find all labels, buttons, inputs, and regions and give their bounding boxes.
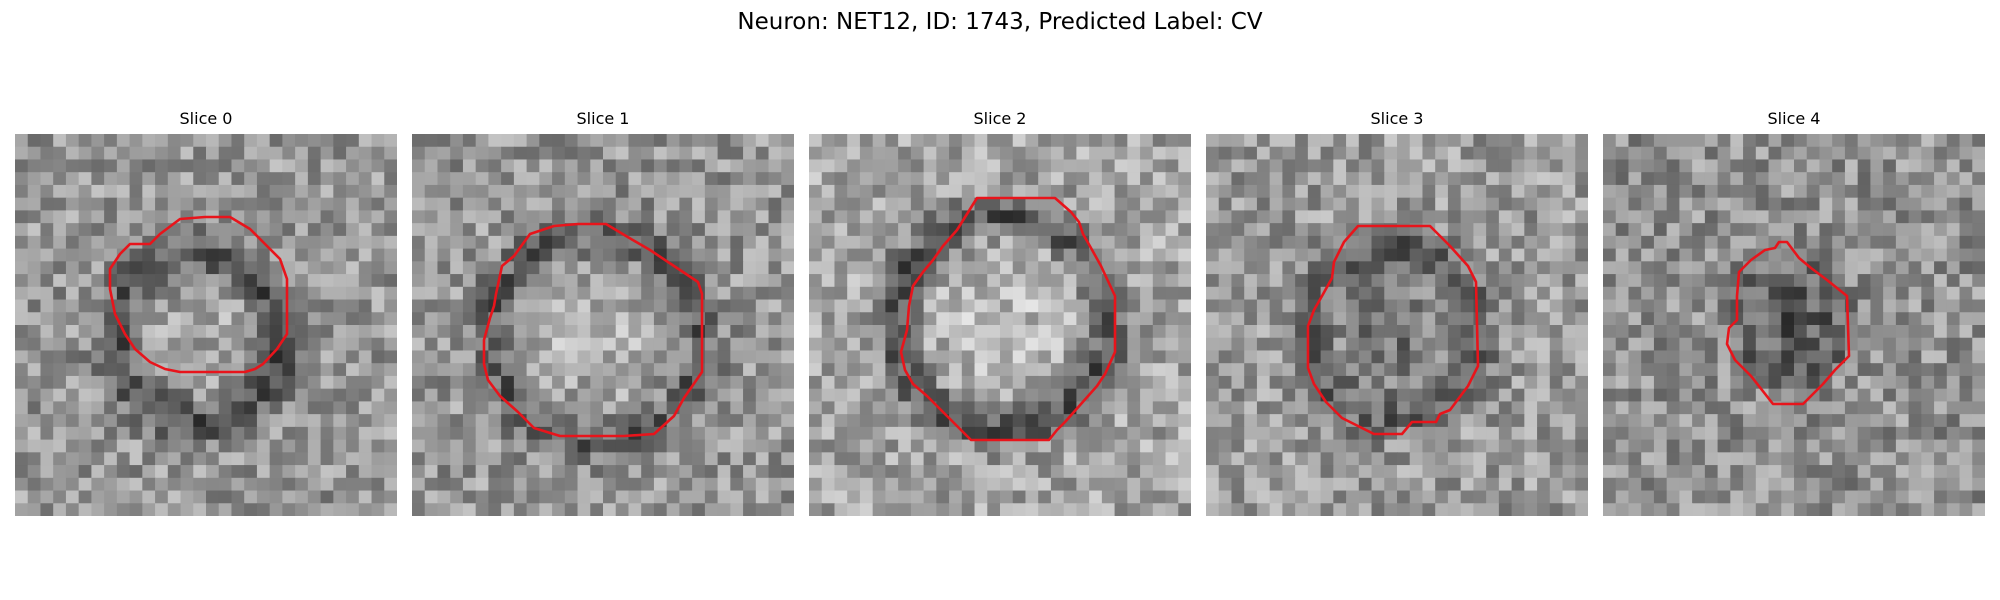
- slice-2-roi-contour: [899, 196, 1117, 442]
- slice-panel-3: Slice 3: [1206, 108, 1588, 516]
- slice-3-image: [1206, 134, 1588, 516]
- slice-3-title: Slice 3: [1370, 109, 1424, 128]
- slice-4-title: Slice 4: [1767, 109, 1821, 128]
- slice-panel-2: Slice 2: [809, 108, 1191, 516]
- figure-title: Neuron: NET12, ID: 1743, Predicted Label…: [737, 9, 1263, 35]
- slice-0-image: [15, 134, 397, 516]
- slice-0-roi-contour: [108, 215, 289, 374]
- slice-3-roi-contour: [1306, 224, 1480, 436]
- slice-0-title: Slice 0: [179, 109, 233, 128]
- slice-4-pixels: [1603, 134, 1985, 516]
- slice-4-image: [1603, 134, 1985, 516]
- slice-2-image: [809, 134, 1191, 516]
- slice-3-pixels: [1206, 134, 1588, 516]
- slice-1-pixels: [412, 134, 794, 516]
- slice-1-title: Slice 1: [576, 109, 630, 128]
- slice-1-roi-contour: [482, 222, 704, 438]
- slice-4-roi-contour: [1725, 240, 1851, 406]
- slice-1-image: [412, 134, 794, 516]
- slice-panel-1: Slice 1: [412, 108, 794, 516]
- slice-0-pixels: [15, 134, 397, 516]
- slice-2-pixels: [809, 134, 1191, 516]
- slice-panel-0: Slice 0: [15, 108, 397, 516]
- slice-2-title: Slice 2: [973, 109, 1027, 128]
- slice-panel-4: Slice 4: [1603, 108, 1985, 516]
